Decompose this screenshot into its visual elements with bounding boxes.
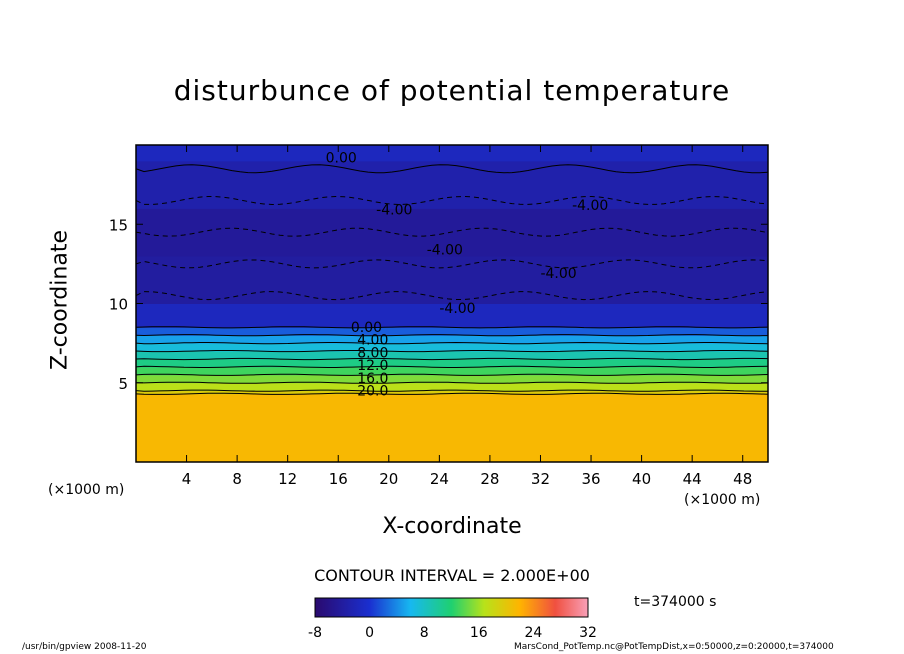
x-tick-label: 44 [683,470,702,488]
contour-line [135,381,769,384]
x-tick-label: 20 [379,470,398,488]
contour-interval-label: CONTOUR INTERVAL = 2.000E+00 [314,566,590,585]
contour-line [135,341,769,345]
x-tick-label: 24 [430,470,449,488]
x-tick-label: 16 [329,470,348,488]
field-band [136,358,768,368]
field-band [136,160,768,209]
x-tick-label: 12 [278,470,297,488]
field-band [136,145,768,162]
contour-label: -4.00 [572,198,608,214]
x-tick-label: 40 [632,470,651,488]
contour-line [135,350,769,353]
x-tick-label: 28 [480,470,499,488]
contour-line [135,392,769,395]
contour-line [135,164,769,174]
contour-line [135,365,769,368]
contour-label: 0.00 [326,150,357,166]
field-band [136,366,768,376]
colorbar-tick-label: -8 [308,625,322,641]
contour-line [135,389,768,392]
contour-label: -4.00 [376,203,412,219]
contour-label: 0.00 [351,320,382,336]
x-axis-unit: (×1000 m) [684,492,761,508]
time-label: t=374000 s [634,594,717,610]
contour-line [135,326,769,329]
footer-left: /usr/bin/gpview 2008-11-20 [22,642,147,652]
contour-label: -4.00 [427,242,463,258]
contour-label: 8.00 [357,345,388,361]
contour-label: 12.0 [357,358,388,374]
contour-line [135,334,769,337]
field-band [136,374,768,384]
colorbar-tick-label: 32 [579,625,597,641]
field-band [136,382,768,392]
field-band [136,343,768,352]
field-band [136,335,768,344]
colorbar-tick-label: 16 [470,625,488,641]
contour-line [135,195,769,206]
y-tick-label: 10 [109,296,128,314]
field-band [136,255,768,304]
colorbar [314,597,589,618]
contour-label: -4.00 [439,301,475,317]
y-tick-label: 15 [109,216,128,234]
field-band [136,303,768,328]
contour-label: 4.00 [357,333,388,349]
x-tick-label: 36 [581,470,600,488]
contour-line [135,357,769,361]
field-band [136,351,768,360]
z-axis-unit: (×1000 m) [48,482,125,498]
x-tick-label: 32 [531,470,550,488]
x-tick-label: 8 [232,470,242,488]
y-tick-label: 5 [118,375,128,393]
chart-title: disturbunce of potential temperature [173,74,731,107]
contour-line [135,259,769,269]
contour-line [135,373,769,376]
x-tick-label: 4 [182,470,192,488]
colorbar-tick-label: 0 [365,625,374,641]
field-band [136,393,768,463]
contour-line [135,227,769,237]
x-axis-label: X-coordinate [382,514,522,539]
y-axis-label: Z-coordinate [47,230,73,370]
contour-label: -4.00 [540,266,576,282]
footer-right: MarsCond_PotTemp.nc@PotTempDist,x=0:5000… [514,642,834,652]
field-band [136,390,768,395]
contour-label: 20.0 [357,383,388,399]
field-band [136,327,768,336]
x-tick-label: 48 [733,470,752,488]
contour-label: 16.0 [357,371,388,387]
contour-line [135,291,769,301]
colorbar-tick-label: 8 [420,625,429,641]
colorbar-tick-label: 24 [524,625,542,641]
